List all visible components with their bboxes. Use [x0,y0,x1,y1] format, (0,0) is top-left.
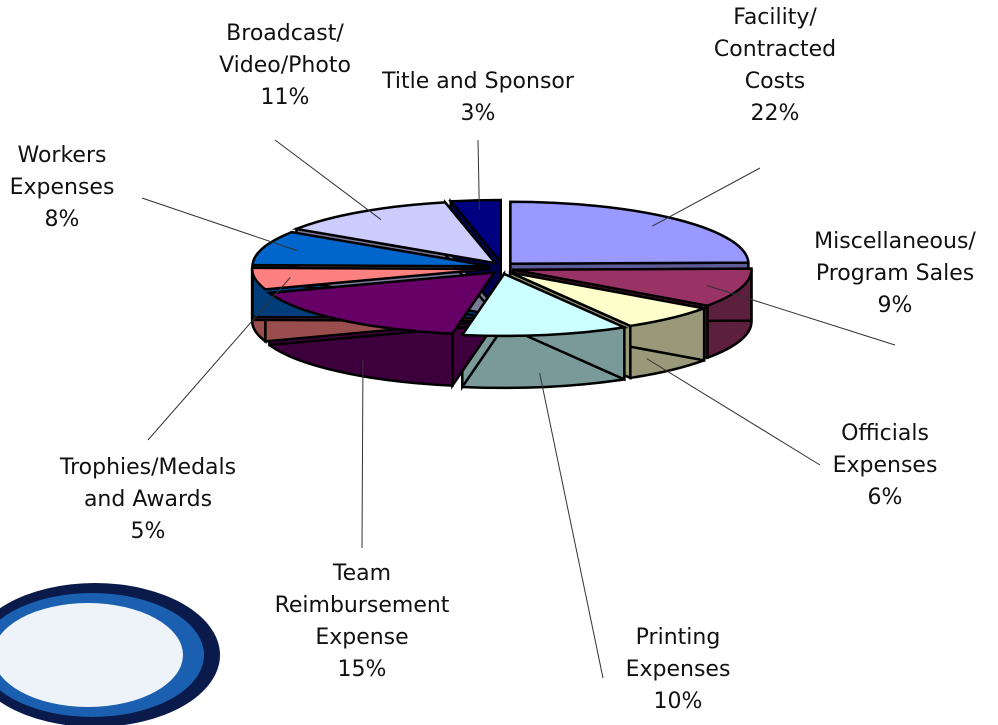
value-label: 5% [130,519,166,544]
value-label: 22% [750,101,800,126]
value-label: 8% [44,207,80,232]
slice [251,230,491,268]
category-label: Officials Expenses [832,421,938,478]
slice-label: Trophies/Medals and Awards 5% [60,452,236,548]
slice [291,201,499,265]
value-label: 10% [653,689,703,714]
slice [509,200,750,265]
slice-label: Workers Expenses 8% [10,140,115,236]
value-label: 6% [867,485,903,510]
leader-line [477,139,480,210]
category-label: Team Reimbursement Expense [274,561,450,650]
category-label: Miscellaneous/ Program Sales [814,229,976,286]
slice [266,271,497,335]
leader-line [646,358,821,466]
category-label: Title and Sponsor [382,69,574,94]
slice-label: Miscellaneous/ Program Sales 9% [814,226,976,322]
slice [509,271,709,328]
leader-line [274,139,382,220]
value-label: 15% [337,657,387,682]
slice [513,267,753,307]
leader-line [539,373,604,679]
category-label: Broadcast/ Video/Photo [219,21,351,78]
logo [0,583,220,725]
slice-label: Title and Sponsor 3% [382,66,574,130]
value-label: 9% [877,293,913,318]
leader-lines [141,139,896,679]
slice-label: Team Reimbursement Expense 15% [275,558,450,686]
category-label: Trophies/Medals and Awards [59,455,237,512]
slice [460,272,629,338]
leader-line [147,276,291,441]
slice-label: Facility/ Contracted Costs 22% [714,2,836,130]
value-label: 11% [260,85,310,110]
slice [448,198,502,266]
value-label: 3% [460,101,496,126]
category-label: Printing Expenses [625,625,731,682]
leader-line [141,197,298,252]
slice-label: Printing Expenses 10% [626,622,731,718]
slice [250,266,491,291]
category-label: Facility/ Contracted Costs [713,5,837,94]
leader-line [361,359,364,549]
leader-line [706,284,896,346]
leader-line [651,167,761,227]
category-label: Workers Expenses [9,143,115,200]
slice-label: Broadcast/ Video/Photo 11% [219,18,351,114]
slice-label: Officials Expenses 6% [833,418,938,514]
slice-tops [250,198,753,338]
